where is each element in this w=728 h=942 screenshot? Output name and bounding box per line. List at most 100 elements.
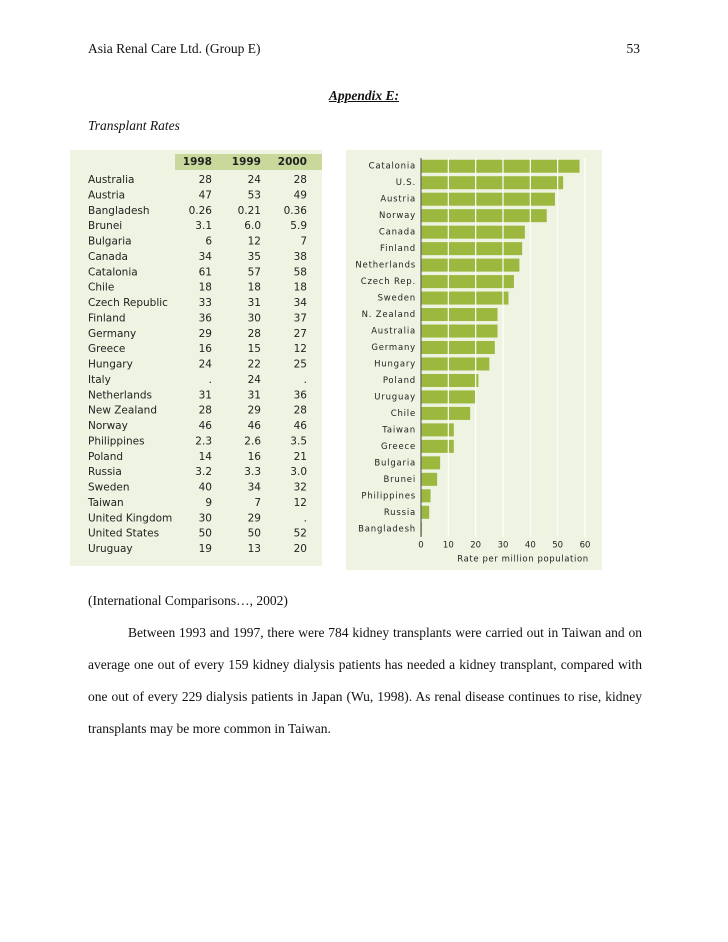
x-tick-label: 50 <box>552 541 563 551</box>
category-label: Bangladesh <box>358 524 416 534</box>
column-header: 2000 <box>278 156 307 168</box>
bar <box>421 291 509 305</box>
x-tick-label: 0 <box>418 541 423 551</box>
x-tick-label: 10 <box>443 541 454 551</box>
row-label: Sweden <box>88 482 130 494</box>
bar <box>421 324 498 338</box>
table-cell: 38 <box>294 251 307 263</box>
table-cell: 9 <box>205 497 212 509</box>
category-label: Catalonia <box>369 162 416 172</box>
bar <box>421 423 454 437</box>
table-cell: 29 <box>248 405 261 417</box>
category-label: Czech Rep. <box>361 277 416 287</box>
table-cell: 12 <box>294 343 307 355</box>
row-label: Canada <box>88 251 128 263</box>
table-cell: 7 <box>300 236 307 248</box>
table-cell: 31 <box>248 297 261 309</box>
table-cell: . <box>304 374 307 386</box>
citation: (International Comparisons…, 2002) <box>88 593 288 608</box>
row-label: Catalonia <box>88 266 138 278</box>
bar <box>421 242 523 256</box>
bar <box>421 275 514 289</box>
row-label: New Zealand <box>88 405 157 417</box>
table-cell: 2.6 <box>244 435 261 447</box>
bar <box>421 357 490 371</box>
table-cell: . <box>209 374 212 386</box>
table-cell: 3.1 <box>195 220 212 232</box>
bar <box>421 159 580 173</box>
table-header-band <box>175 154 322 170</box>
table-cell: 18 <box>294 282 307 294</box>
category-label: Philippines <box>361 491 416 501</box>
table-cell: 6.0 <box>244 220 261 232</box>
category-label: N. Zealand <box>362 310 416 320</box>
row-label: Finland <box>88 312 126 324</box>
category-label: Bulgaria <box>374 458 416 468</box>
table-cell: 7 <box>254 497 261 509</box>
row-label: Hungary <box>88 359 133 371</box>
table-cell: 46 <box>248 420 262 432</box>
row-label: Bulgaria <box>88 236 132 248</box>
row-label: Brunei <box>88 220 122 232</box>
category-label: Hungary <box>374 359 416 369</box>
table-cell: 36 <box>294 389 308 401</box>
row-label: Chile <box>88 282 114 294</box>
table-panel <box>70 150 322 566</box>
x-tick-label: 60 <box>580 541 591 551</box>
table-cell: 34 <box>294 297 308 309</box>
table-cell: 61 <box>199 266 212 278</box>
category-label: Norway <box>379 211 416 221</box>
table-cell: 22 <box>248 359 261 371</box>
appendix-title: Appendix E: <box>328 88 400 103</box>
table-cell: 33 <box>199 297 212 309</box>
table-cell: 28 <box>294 174 307 186</box>
table-cell: 24 <box>248 374 262 386</box>
category-label: Poland <box>383 376 416 386</box>
row-label: Poland <box>88 451 123 463</box>
table-cell: 24 <box>248 174 262 186</box>
category-label: Australia <box>371 327 416 337</box>
category-label: Finland <box>380 244 416 254</box>
category-label: Greece <box>381 442 416 452</box>
row-label: United States <box>88 528 159 540</box>
header-title: Asia Renal Care Ltd. (Group E) <box>88 41 261 56</box>
table-cell: 31 <box>248 389 261 401</box>
category-label: Russia <box>384 508 416 518</box>
category-label: Brunei <box>384 475 417 485</box>
table-cell: 2.3 <box>195 435 212 447</box>
table-cell: 57 <box>248 266 261 278</box>
category-label: Canada <box>379 228 416 238</box>
row-label: United Kingdom <box>88 512 172 524</box>
x-tick-label: 20 <box>470 541 481 551</box>
table-cell: 40 <box>199 482 212 494</box>
category-label: U.S. <box>396 178 416 188</box>
table-cell: 12 <box>294 497 307 509</box>
bar <box>421 472 438 486</box>
row-label: Taiwan <box>87 497 124 509</box>
table-cell: 28 <box>199 405 212 417</box>
figures: 1998 1999 2000 Australia 28 24 28 Austria 47 53 49… <box>70 150 602 570</box>
table-cell: 34 <box>248 482 262 494</box>
table-cell: 31 <box>199 389 212 401</box>
bar <box>421 489 431 503</box>
row-label: Norway <box>88 420 128 432</box>
bar <box>421 505 430 519</box>
x-tick-label: 30 <box>498 541 509 551</box>
table-cell: 24 <box>199 359 213 371</box>
table-cell: 0.26 <box>189 205 213 217</box>
column-header: 1998 <box>183 156 212 168</box>
bar <box>421 258 520 272</box>
table-cell: 28 <box>248 328 261 340</box>
bar <box>421 308 498 322</box>
table-cell: 25 <box>294 359 307 371</box>
table-cell: 16 <box>199 343 213 355</box>
table-cell: 12 <box>248 236 261 248</box>
table-cell: 21 <box>294 451 307 463</box>
table-cell: 6 <box>205 236 212 248</box>
table-cell: 49 <box>294 189 307 201</box>
table-cell: 5.9 <box>290 220 307 232</box>
table-cell: . <box>304 512 307 524</box>
table-cell: 34 <box>199 251 213 263</box>
x-tick-label: 40 <box>525 541 536 551</box>
